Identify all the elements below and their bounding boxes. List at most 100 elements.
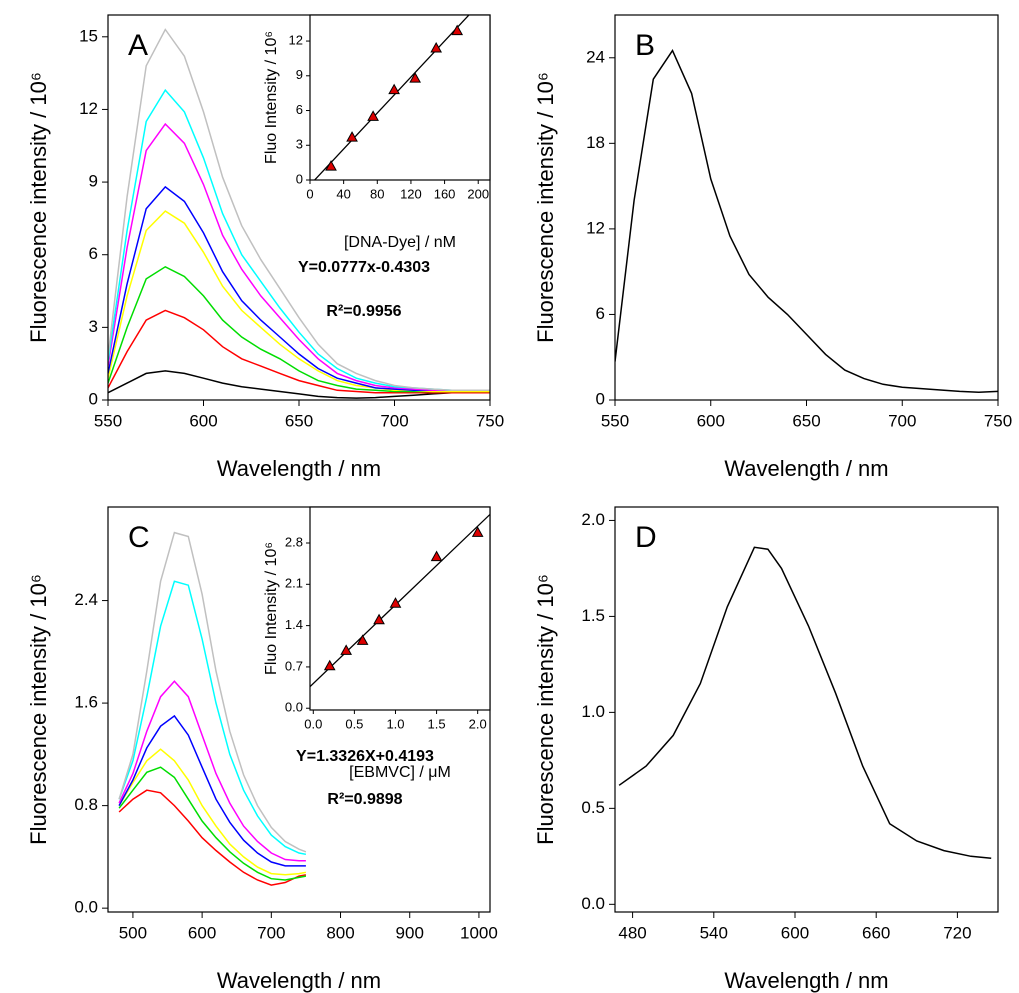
spectrum-line — [108, 265, 490, 393]
x-tick-label: 480 — [618, 923, 646, 942]
x-tick-label: 700 — [257, 923, 285, 942]
y-tick-label: 1.4 — [285, 617, 303, 632]
axes-frame — [309, 14, 491, 181]
spectrum-line — [108, 210, 490, 393]
y-tick-label: 9 — [89, 172, 98, 191]
data-point — [388, 83, 400, 95]
x-tick-label: 650 — [285, 411, 313, 430]
x-tick-label: 550 — [601, 411, 629, 430]
spectrum-line — [618, 546, 992, 860]
y-tick-label: 15 — [79, 26, 98, 45]
data-point — [471, 526, 484, 537]
x-axis-label: [EBMVC] / μM — [349, 764, 451, 781]
data-point — [430, 550, 443, 562]
spectrum-line — [108, 28, 490, 392]
x-tick-label: 0.0 — [304, 716, 322, 731]
x-tick-label: 700 — [888, 411, 916, 430]
x-tick-label: 0.5 — [345, 716, 363, 731]
x-tick-label: 500 — [119, 923, 147, 942]
plot-area — [118, 531, 307, 886]
data-point — [373, 613, 385, 625]
spectrum-line — [118, 748, 307, 876]
x-axis-label: Wavelength / nm — [217, 968, 381, 993]
panel-label: B — [635, 29, 655, 62]
fit-line — [310, 513, 490, 688]
y-tick-label: 0 — [296, 171, 303, 186]
fit-line — [313, 15, 470, 180]
spectrum-line — [118, 680, 306, 862]
y-tick-label: 0.5 — [581, 798, 605, 817]
x-axis-label: Wavelength / nm — [724, 456, 888, 481]
y-tick-label: 3 — [296, 137, 303, 152]
y-tick-label: 3 — [89, 317, 98, 336]
y-tick-label: 1.0 — [581, 702, 605, 721]
x-tick-label: 750 — [984, 411, 1012, 430]
y-axis-label: Fluo Intensity / 10⁶ — [263, 542, 280, 675]
spectrum-line — [118, 580, 307, 856]
y-tick-label: 0.8 — [74, 795, 98, 814]
spectrum-line — [118, 714, 306, 867]
data-point — [389, 597, 402, 608]
x-tick-label: 600 — [188, 923, 216, 942]
y-tick-label: 0.0 — [285, 700, 303, 715]
x-tick-label: 0 — [306, 186, 313, 201]
y-tick-label: 0.0 — [74, 898, 98, 917]
y-axis-label: Fluorescence intensity / 10⁶ — [533, 574, 558, 845]
fit-annotation: Y=1.3326X+0.4193 — [296, 748, 434, 765]
data-point — [323, 659, 336, 671]
y-tick-label: 6 — [89, 244, 98, 263]
axes-frame — [107, 14, 491, 401]
y-tick-label: 12 — [289, 32, 303, 47]
plot-area — [310, 513, 490, 688]
y-tick-label: 1.6 — [74, 693, 98, 712]
y-tick-label: 0.7 — [285, 658, 303, 673]
y-axis-label: Fluorescence intensity / 10⁶ — [26, 574, 51, 845]
plot-area — [615, 49, 998, 393]
data-point — [346, 131, 358, 142]
x-axis-label: Wavelength / nm — [217, 456, 381, 481]
y-tick-label: 12 — [79, 99, 98, 118]
y-tick-label: 9 — [296, 67, 303, 82]
y-tick-label: 18 — [586, 133, 605, 152]
axes-frame — [614, 506, 999, 913]
spectrum-line — [108, 185, 490, 392]
x-tick-label: 1.5 — [428, 716, 446, 731]
y-tick-label: 0 — [596, 389, 605, 408]
data-point — [430, 41, 443, 53]
spectrum-line — [108, 122, 490, 392]
x-tick-label: 1.0 — [386, 716, 404, 731]
x-tick-label: 1000 — [460, 923, 498, 942]
y-tick-label: 1.5 — [581, 606, 605, 625]
y-tick-label: 24 — [586, 47, 605, 66]
data-point — [451, 24, 464, 36]
x-tick-label: 40 — [336, 186, 350, 201]
data-point — [340, 644, 353, 655]
x-tick-label: 720 — [943, 923, 971, 942]
panel-label: A — [128, 29, 148, 62]
inset-background — [310, 507, 490, 710]
y-tick-label: 0.0 — [581, 894, 605, 913]
fit-annotation: Y=0.0777x-0.4303 — [298, 259, 430, 276]
x-tick-label: 900 — [396, 923, 424, 942]
data-point — [409, 72, 421, 83]
x-tick-label: 120 — [400, 186, 422, 201]
x-tick-label: 600 — [697, 411, 725, 430]
fit-annotation: R²=0.9956 — [326, 303, 401, 320]
panel-label: D — [635, 521, 657, 554]
y-tick-label: 6 — [596, 304, 605, 323]
x-tick-label: 650 — [792, 411, 820, 430]
x-tick-label: 2.0 — [469, 716, 487, 731]
panel-label: C — [128, 521, 150, 554]
y-tick-label: 6 — [296, 102, 303, 117]
x-tick-label: 750 — [476, 411, 504, 430]
x-tick-label: 550 — [94, 411, 122, 430]
plot-area — [313, 15, 470, 180]
spectrum-line — [118, 531, 307, 853]
data-point — [356, 634, 369, 645]
x-tick-label: 160 — [434, 186, 456, 201]
y-axis-label: Fluorescence intensity / 10⁶ — [26, 72, 51, 343]
axes-frame — [614, 14, 999, 401]
x-tick-label: 600 — [781, 923, 809, 942]
spectrum-line — [615, 49, 998, 393]
